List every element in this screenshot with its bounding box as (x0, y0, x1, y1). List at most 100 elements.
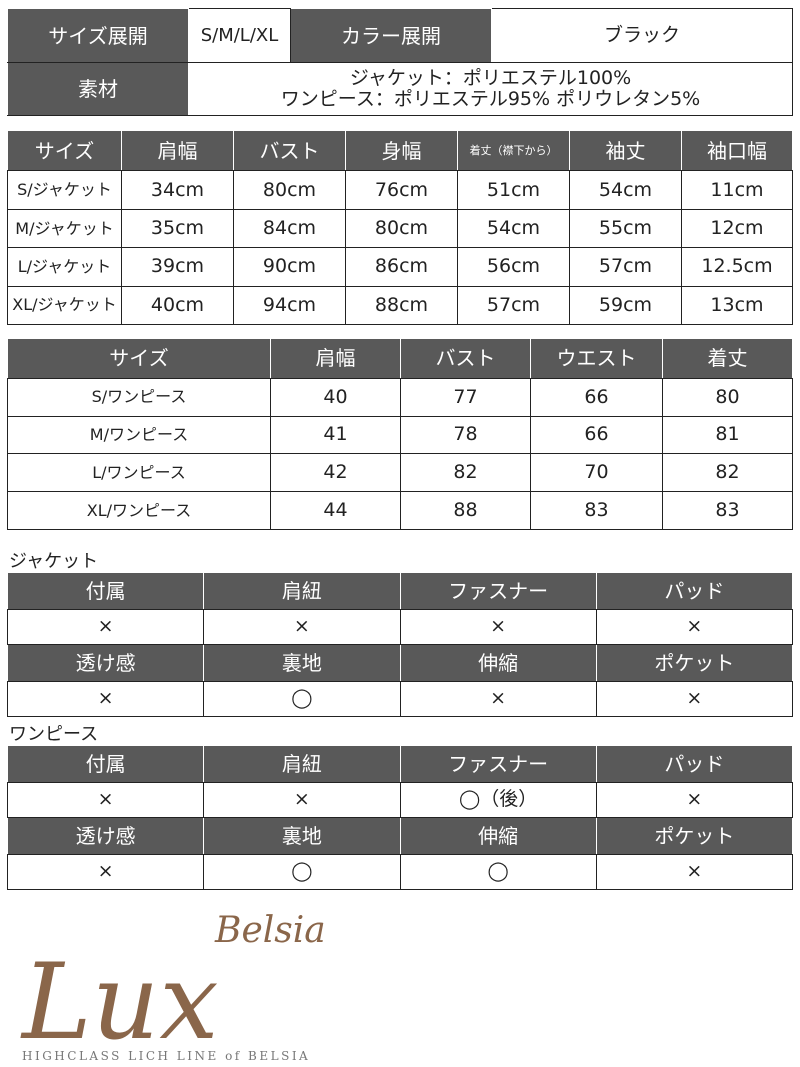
material-line: ワンピース：ポリエステル95% ポリウレタン5% (280, 88, 701, 110)
table-cell: 34cm (121, 170, 234, 210)
jacket-features-title: ジャケット (9, 551, 99, 572)
table-cell: M/ワンピース (7, 415, 271, 455)
jacket-size-table: サイズ 肩幅 バスト 身幅 着丈（襟下から） 袖丈 袖口幅 S/ジャケット 34cm 80cm 76… (7, 129, 793, 326)
header-cell: 着丈（襟下から） (457, 129, 570, 172)
color-range-value: ブラック (491, 8, 793, 63)
table-row: M/ジャケット 35cm 84cm 80cm 54cm 55cm 12cm (7, 208, 793, 249)
table-cell: 78 (400, 415, 531, 455)
header-row: サイズ 肩幅 バスト ウエスト 着丈 (7, 338, 793, 379)
header-cell: ファスナー (399, 572, 597, 610)
table-cell: × (6, 680, 205, 718)
table-cell: 35cm (121, 208, 234, 249)
table-cell: × (6, 781, 205, 818)
table-row: L/ジャケット 39cm 90cm 86cm 56cm 57cm 12.5cm (7, 247, 793, 287)
header-cell: 袖口幅 (681, 129, 793, 172)
header-cell: バスト (400, 338, 531, 379)
table-row: × ◯ × × (6, 680, 794, 718)
info-table: サイズ展開 S/M/L/XL カラー展開 ブラック 素材 ジャケット：ポリエステ… (7, 8, 793, 116)
header-cell: ポケット (595, 816, 794, 855)
table-cell: ◯ (203, 680, 401, 718)
header-cell: 付属 (6, 572, 205, 610)
table-cell: × (203, 608, 401, 645)
table-cell: M/ジャケット (7, 208, 122, 249)
header-cell: サイズ (7, 338, 271, 379)
table-row: S/ジャケット 34cm 80cm 76cm 51cm 54cm 11cm (7, 170, 793, 210)
table-cell: 44 (270, 491, 401, 530)
table-cell: 94cm (233, 285, 346, 326)
table-cell: 84cm (233, 208, 346, 249)
table-cell: 51cm (457, 170, 570, 210)
table-cell: 41 (270, 415, 401, 455)
header-row: 付属 肩紐 ファスナー パッド (6, 572, 794, 610)
header-cell: ファスナー (399, 745, 597, 783)
table-cell: 57cm (457, 285, 570, 326)
header-cell: ウエスト (530, 338, 663, 379)
dress-size-table: サイズ 肩幅 バスト ウエスト 着丈 S/ワンピース 40 77 66 80 M/ワンピース 41 78… (7, 338, 793, 530)
header-cell: 肩紐 (203, 572, 401, 610)
table-cell: 80cm (345, 208, 458, 249)
table-row: × × ◯（後） × (6, 781, 794, 818)
header-cell: ポケット (595, 643, 794, 682)
table-row: M/ワンピース 41 78 66 81 (7, 415, 793, 455)
table-cell: × (399, 608, 597, 645)
table-row: XL/ジャケット 40cm 94cm 88cm 57cm 59cm 13cm (7, 285, 793, 326)
dress-features-table: 付属 肩紐 ファスナー パッド × × ◯（後） × 透け感 裏地 伸縮 ポケット × ◯ ◯ × (6, 745, 794, 891)
table-cell: 66 (530, 377, 663, 417)
table-cell: S/ワンピース (7, 377, 271, 417)
table-cell: × (399, 680, 597, 718)
table-cell: 56cm (457, 247, 570, 287)
table-cell: × (6, 608, 205, 645)
table-cell: 80cm (233, 170, 346, 210)
table-cell: × (595, 680, 794, 718)
table-cell: 12.5cm (681, 247, 793, 287)
header-cell: 肩幅 (121, 129, 234, 172)
header-cell: 袖丈 (569, 129, 682, 172)
table-cell: L/ジャケット (7, 247, 122, 287)
table-cell: × (595, 853, 794, 891)
table-cell: 42 (270, 453, 401, 493)
table-cell: 83 (662, 491, 793, 530)
header-cell: 裏地 (203, 816, 401, 855)
table-cell: 83 (530, 491, 663, 530)
header-cell: 着丈 (662, 338, 793, 379)
table-cell: 55cm (569, 208, 682, 249)
table-cell: × (595, 608, 794, 645)
jacket-features-table: 付属 肩紐 ファスナー パッド × × × × 透け感 裏地 伸縮 ポケット × ◯ × × (6, 572, 794, 718)
table-cell: 82 (662, 453, 793, 493)
header-cell: 伸縮 (399, 643, 597, 682)
table-cell: 70 (530, 453, 663, 493)
table-cell: 80 (662, 377, 793, 417)
material-value: ジャケット：ポリエステル100% ワンピース：ポリエステル95% ポリウレタン5… (188, 62, 793, 116)
header-cell: 裏地 (203, 643, 401, 682)
table-cell: XL/ジャケット (7, 285, 122, 326)
header-cell: 透け感 (6, 643, 205, 682)
table-cell: 88 (400, 491, 531, 530)
header-row: 透け感 裏地 伸縮 ポケット (6, 816, 794, 855)
header-cell: 付属 (6, 745, 205, 783)
brand-logo: Lux Belsia HIGHCLASS LICH LINE of BELSIA (20, 910, 326, 1063)
header-cell: サイズ (7, 129, 122, 172)
table-cell: 57cm (569, 247, 682, 287)
table-cell: 66 (530, 415, 663, 455)
header-row: 付属 肩紐 ファスナー パッド (6, 745, 794, 783)
table-cell: XL/ワンピース (7, 491, 271, 530)
table-cell: 59cm (569, 285, 682, 326)
table-cell: 12cm (681, 208, 793, 249)
table-cell: 40 (270, 377, 401, 417)
material-line: ジャケット：ポリエステル100% (349, 67, 632, 90)
table-cell: 90cm (233, 247, 346, 287)
material-label: 素材 (7, 62, 189, 116)
logo-main: Lux (20, 941, 219, 1063)
table-cell: 11cm (681, 170, 793, 210)
table-cell: × (595, 781, 794, 818)
table-row: XL/ワンピース 44 88 83 83 (7, 491, 793, 530)
table-cell: L/ワンピース (7, 453, 271, 493)
header-cell: 肩幅 (270, 338, 401, 379)
color-range-label: カラー展開 (290, 8, 492, 63)
header-cell: パッド (595, 745, 794, 783)
header-row: サイズ 肩幅 バスト 身幅 着丈（襟下から） 袖丈 袖口幅 (7, 129, 793, 172)
table-cell: × (203, 781, 401, 818)
table-cell: 76cm (345, 170, 458, 210)
size-range-value: S/M/L/XL (188, 8, 291, 63)
table-cell: 54cm (569, 170, 682, 210)
